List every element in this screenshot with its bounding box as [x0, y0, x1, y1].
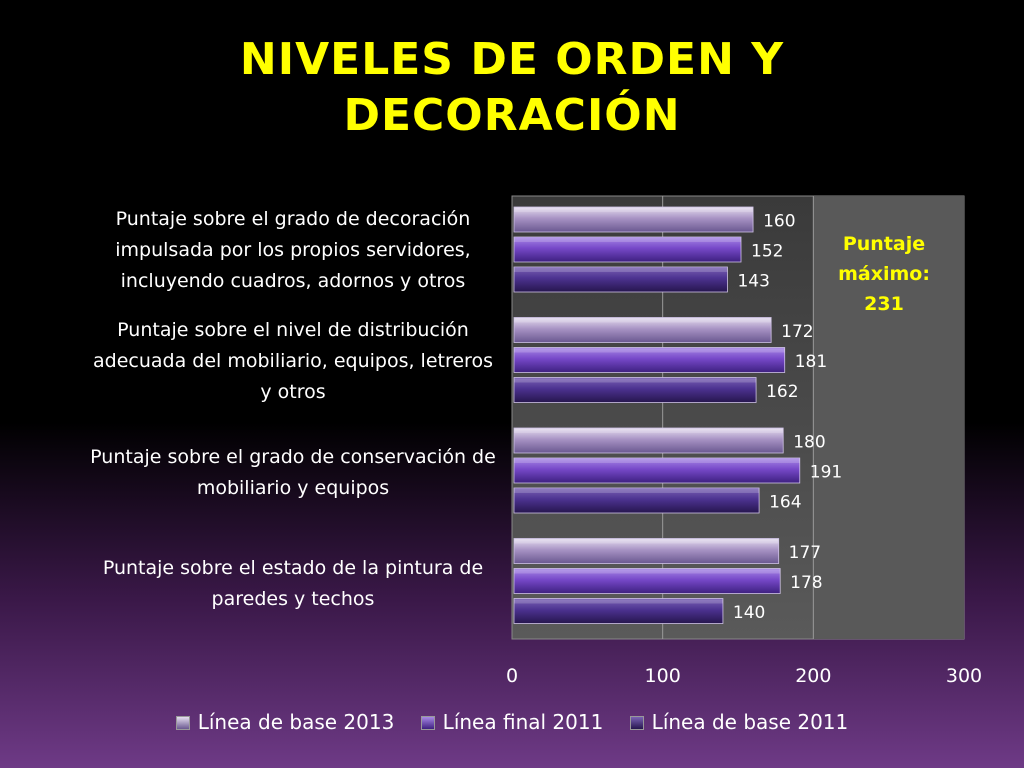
bar-cat2-base-2013: [513, 427, 784, 454]
category-label-0-line-1: impulsada por los propios servidores,: [115, 239, 471, 261]
category-label-1-line-1: adecuada del mobiliario, equipos, letrer…: [93, 350, 493, 372]
value-label-cat1-base-2013: 172: [781, 322, 813, 342]
bar-cat0-base-2013: [513, 206, 754, 233]
value-label-cat3-base-2013: 177: [789, 543, 821, 563]
category-label-2-line-0: Puntaje sobre el grado de conservación d…: [90, 446, 496, 468]
bar-cat1-final-2011: [513, 347, 786, 373]
value-label-cat2-base-2011: 164: [769, 493, 801, 513]
chart-legend: Línea de base 2013 Línea final 2011 Líne…: [0, 708, 1024, 734]
bar-cat2-final-2011: [513, 457, 801, 484]
category-label-1-line-2: y otros: [260, 381, 326, 403]
category-label-0-line-0: Puntaje sobre el grado de decoración: [115, 208, 471, 230]
x-tick-label-0: 0: [506, 665, 518, 687]
value-label-cat2-final-2011: 191: [810, 463, 842, 483]
value-label-cat0-base-2011: 143: [737, 272, 769, 292]
max-score-annotation-line-2: máximo:: [838, 263, 930, 285]
bar-highlight-cat2-base-2013: [514, 429, 784, 433]
bar-cat3-final-2011: [513, 568, 781, 594]
bar-cat0-base-2011: [513, 266, 728, 293]
bar-highlight-cat0-base-2013: [514, 208, 754, 212]
max-score-annotation-line-3: 231: [864, 293, 904, 315]
value-label-cat0-final-2011: 152: [751, 242, 783, 262]
x-tick-label-300: 300: [946, 665, 982, 687]
bar-highlight-cat2-final-2011: [514, 459, 800, 463]
x-tick-label-200: 200: [795, 665, 831, 687]
category-label-1-line-0: Puntaje sobre el nivel de distribución: [117, 319, 469, 341]
bar-highlight-cat1-final-2011: [514, 348, 785, 353]
bar-highlight-cat1-base-2013: [514, 318, 772, 323]
value-label-cat3-final-2011: 178: [790, 573, 822, 593]
category-label-0: Puntaje sobre el grado de decoración imp…: [40, 204, 546, 297]
bar-cat0-final-2011: [513, 236, 742, 263]
value-label-cat0-base-2013: 160: [763, 212, 795, 232]
category-label-1: Puntaje sobre el nivel de distribución a…: [40, 315, 546, 408]
legend-swatch-final-2011: [420, 716, 435, 730]
bar-highlight-cat2-base-2011: [514, 489, 760, 493]
bar-highlight-cat1-base-2011: [514, 378, 757, 383]
bar-cat3-base-2011: [513, 598, 724, 624]
bar-highlight-cat3-base-2013: [514, 539, 779, 544]
bar-cat1-base-2011: [513, 377, 757, 403]
legend-swatch-base-2011: [629, 716, 644, 730]
value-label-cat1-final-2011: 181: [795, 352, 827, 372]
value-label-cat1-base-2011: 162: [766, 382, 798, 402]
chart-title: NIVELES DE ORDEN Y DECORACIÓN: [0, 32, 1024, 144]
category-label-3: Puntaje sobre el estado de la pintura de…: [40, 553, 546, 615]
legend-swatch-base-2013: [175, 716, 190, 730]
bar-highlight-cat0-base-2011: [514, 268, 728, 272]
legend-item-base-2013: Línea de base 2013: [175, 709, 395, 734]
bar-highlight-cat3-final-2011: [514, 569, 781, 574]
value-label-cat2-base-2013: 180: [793, 433, 825, 453]
legend-label-base-2011: Línea de base 2011: [651, 709, 849, 734]
max-score-annotation-line-1: Puntaje: [843, 233, 925, 255]
category-label-2-line-1: mobiliario y equipos: [196, 477, 390, 499]
x-tick-label-100: 100: [645, 665, 681, 687]
legend-label-final-2011: Línea final 2011: [442, 709, 604, 734]
legend-item-base-2011: Línea de base 2011: [629, 709, 849, 734]
category-label-0-line-2: incluyendo cuadros, adornos y otros: [120, 270, 466, 292]
title-line-1: NIVELES DE ORDEN Y: [239, 34, 785, 85]
legend-label-base-2013: Línea de base 2013: [197, 709, 395, 734]
bar-cat1-base-2013: [513, 317, 772, 343]
bar-highlight-cat3-base-2011: [514, 599, 723, 604]
bar-cat3-base-2013: [513, 538, 780, 564]
max-score-region: [813, 196, 964, 639]
value-label-cat3-base-2011: 140: [733, 603, 765, 623]
category-label-2: Puntaje sobre el grado de conservación d…: [40, 442, 546, 504]
legend-item-final-2011: Línea final 2011: [420, 709, 604, 734]
bar-cat2-base-2011: [513, 487, 760, 514]
title-line-2: DECORACIÓN: [343, 90, 681, 141]
category-label-3-line-0: Puntaje sobre el estado de la pintura de: [102, 557, 484, 579]
bar-highlight-cat0-final-2011: [514, 238, 742, 242]
category-label-3-line-1: paredes y techos: [211, 588, 375, 610]
